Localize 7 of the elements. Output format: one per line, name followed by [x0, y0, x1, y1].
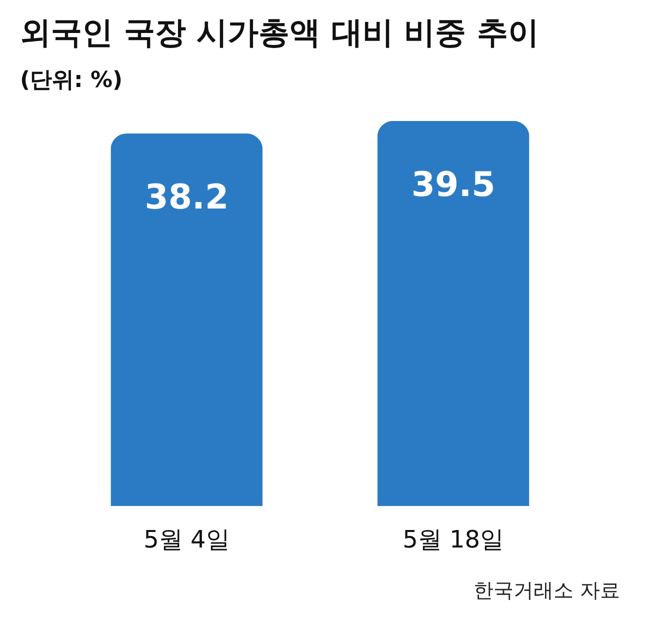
chart-title: 외국인 국장 시가총액 대비 비중 추이 [20, 15, 539, 51]
data-label: 38.2 [144, 178, 229, 218]
x-tick-label: 5월 18일 [402, 526, 504, 554]
text: 한국거래소 자료 [474, 578, 620, 602]
chart-subtitle: (단위: %) [20, 68, 123, 93]
data-label: 39.5 [411, 164, 496, 205]
x-tick-label: 5월 4일 [144, 526, 230, 554]
